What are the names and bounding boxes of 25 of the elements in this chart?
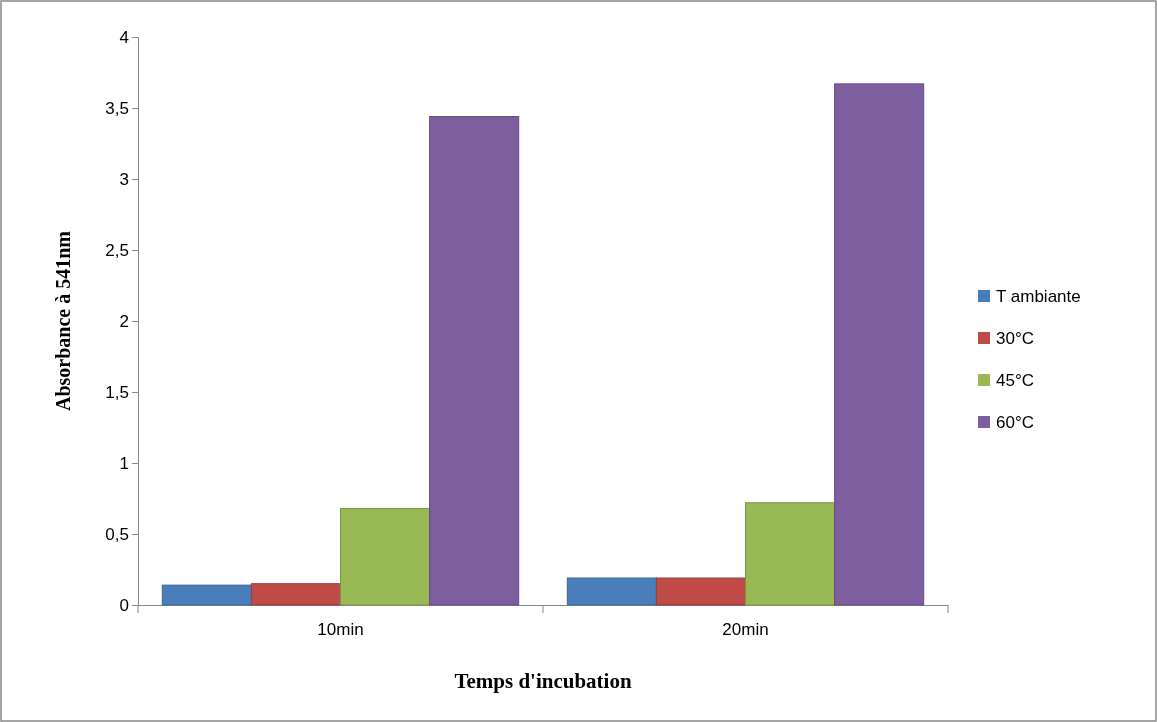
bar <box>429 116 520 606</box>
x-tick-label: 20min <box>722 620 769 640</box>
bar <box>250 583 341 606</box>
y-tick-label: 0,5 <box>105 524 129 544</box>
bar <box>566 577 657 606</box>
y-tick-label: 3 <box>119 169 129 189</box>
x-tick-label: 10min <box>317 620 364 640</box>
y-tick-label: 1,5 <box>105 382 129 402</box>
bar <box>340 507 431 606</box>
legend-label: T ambiante <box>996 286 1081 306</box>
bar <box>834 83 925 606</box>
y-tick-label: 2,5 <box>105 240 129 260</box>
bar <box>655 577 746 606</box>
y-tick-label: 4 <box>119 27 129 47</box>
legend-label: 60°C <box>996 412 1034 432</box>
legend-label: 30°C <box>996 328 1034 348</box>
bar <box>745 502 836 606</box>
x-axis-title: Temps d'incubation <box>454 669 632 693</box>
y-tick-label: 3,5 <box>105 98 129 118</box>
bar <box>161 584 252 606</box>
y-axis-title: Absorbance à 541nm <box>52 230 74 412</box>
y-tick-label: 2 <box>119 311 129 331</box>
y-tick-label: 0 <box>119 595 129 615</box>
y-tick-label: 1 <box>119 453 129 473</box>
legend-label: 45°C <box>996 370 1034 390</box>
